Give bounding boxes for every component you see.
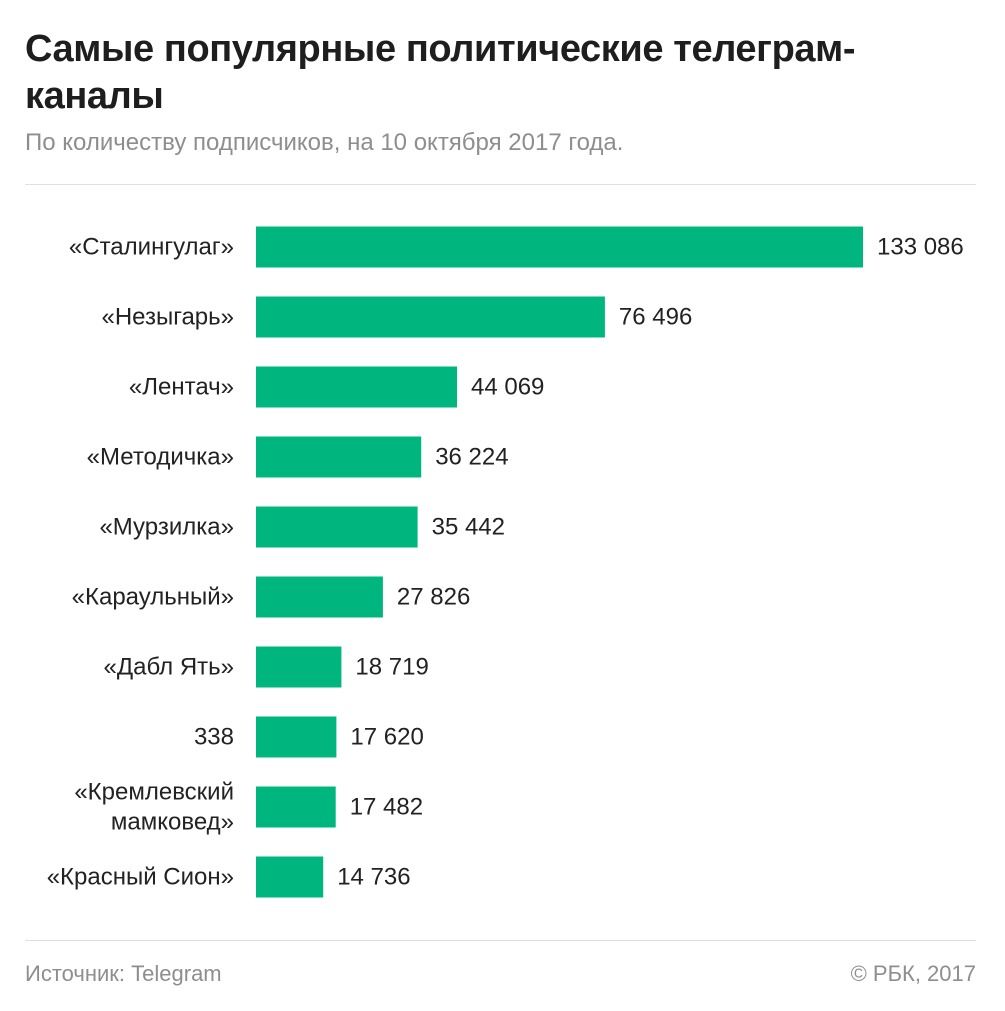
chart-title: Самые популярные политические телеграм-к… [25, 28, 856, 117]
top-divider [25, 184, 976, 185]
value-label: 14 736 [337, 864, 410, 891]
bar [256, 296, 605, 338]
category-label: «Незыгарь» [101, 304, 234, 331]
bottom-divider [25, 940, 976, 941]
value-label: 35 442 [432, 514, 505, 541]
value-label: 76 496 [619, 304, 692, 331]
bar [256, 786, 336, 828]
value-label: 18 719 [355, 654, 428, 681]
chart-subtitle: По количеству подписчиков, на 10 октября… [25, 129, 624, 156]
value-label: 27 826 [397, 584, 470, 611]
category-label: «Красный Сион» [47, 864, 234, 891]
category-label: 338 [194, 724, 234, 751]
bar [256, 856, 324, 898]
category-label: «Сталингулаг» [69, 234, 234, 261]
bar [256, 506, 418, 548]
category-label: «Кремлевский мамковед» [74, 779, 234, 836]
value-label: 17 482 [350, 794, 423, 821]
value-label: 17 620 [350, 724, 423, 751]
category-label: «Методичка» [87, 444, 234, 471]
bar [256, 366, 457, 408]
category-label: «Караульный» [72, 584, 234, 611]
bar [256, 226, 863, 268]
category-label: «Мурзилка» [99, 514, 234, 541]
bar [256, 436, 422, 478]
copyright-note: © РБК, 2017 [850, 961, 976, 986]
category-label: «Лентач» [129, 374, 234, 401]
bar [256, 716, 337, 758]
bar [256, 576, 383, 618]
category-label: «Дабл Ять» [104, 654, 234, 681]
value-label: 44 069 [471, 374, 544, 401]
bar [256, 646, 342, 688]
value-label: 36 224 [435, 444, 508, 471]
value-label: 133 086 [877, 234, 964, 261]
source-note: Источник: Telegram [25, 961, 222, 986]
